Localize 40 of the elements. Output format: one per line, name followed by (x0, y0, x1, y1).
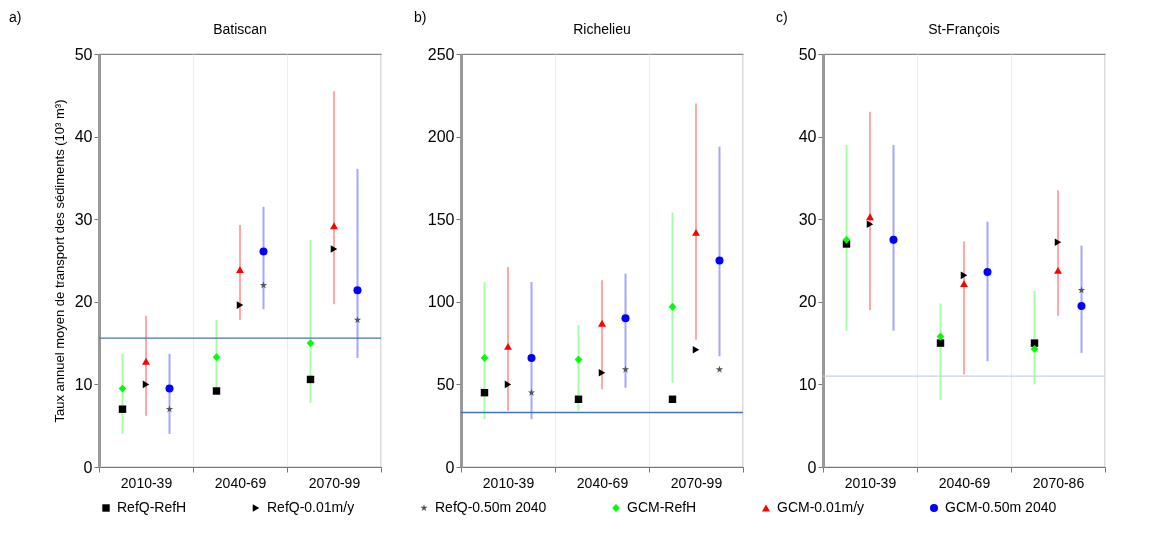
y-tick-label: 40 (798, 128, 817, 146)
x-tick-label: 2070-99 (670, 474, 723, 491)
y-tick-label: 30 (798, 210, 817, 228)
text: a) (9, 9, 22, 25)
y-tick-label: 250 (427, 45, 455, 63)
y-axis-title: Taux annuel moyen de transport des sédiments (10³ m³) (51, 99, 67, 423)
y-tick-label: 0 (807, 458, 817, 476)
y-tick-label: 100 (427, 293, 455, 311)
x-tick-label: 2040-69 (938, 474, 991, 491)
legend-label: RefQ-RefH (117, 499, 187, 515)
y-tick-label: 40 (74, 128, 93, 146)
y-tick-label: 10 (798, 375, 817, 393)
y-tick-label: 20 (74, 293, 93, 311)
legend-label: GCM-RefH (627, 499, 697, 515)
legend-label: RefQ-0.50m 2040 (435, 499, 547, 515)
x-tick-label: 2070-86 (1032, 474, 1085, 491)
text: c) (776, 9, 788, 25)
y-tick-label: 20 (798, 293, 817, 311)
y-tick-label: 50 (74, 45, 93, 63)
x-tick-label: 2040-69 (576, 474, 629, 491)
y-tick-label: 50 (436, 375, 455, 393)
y-tick-label: 0 (83, 458, 93, 476)
y-tick-label: 10 (74, 375, 93, 393)
x-tick-label: 2070-99 (308, 474, 361, 491)
text: b) (414, 9, 427, 25)
legend-label: RefQ-0.01m/y (267, 499, 355, 515)
x-tick-label: 2010-39 (844, 474, 897, 491)
y-tick-label: 30 (74, 210, 93, 228)
x-tick-label: 2040-69 (214, 474, 267, 491)
legend-label: GCM-0.01m/y (777, 499, 865, 515)
y-tick-label: 200 (427, 128, 455, 146)
x-tick-label: 2010-39 (120, 474, 173, 491)
chart-title: Batiscan (213, 21, 267, 37)
y-tick-label: 50 (798, 45, 817, 63)
y-tick-label: 0 (445, 458, 455, 476)
chart-title: St-François (928, 21, 1000, 37)
y-tick-label: 150 (427, 210, 455, 228)
x-tick-label: 2010-39 (482, 474, 535, 491)
legend-label: GCM-0.50m 2040 (945, 499, 1057, 515)
chart-title: Richelieu (573, 21, 631, 37)
